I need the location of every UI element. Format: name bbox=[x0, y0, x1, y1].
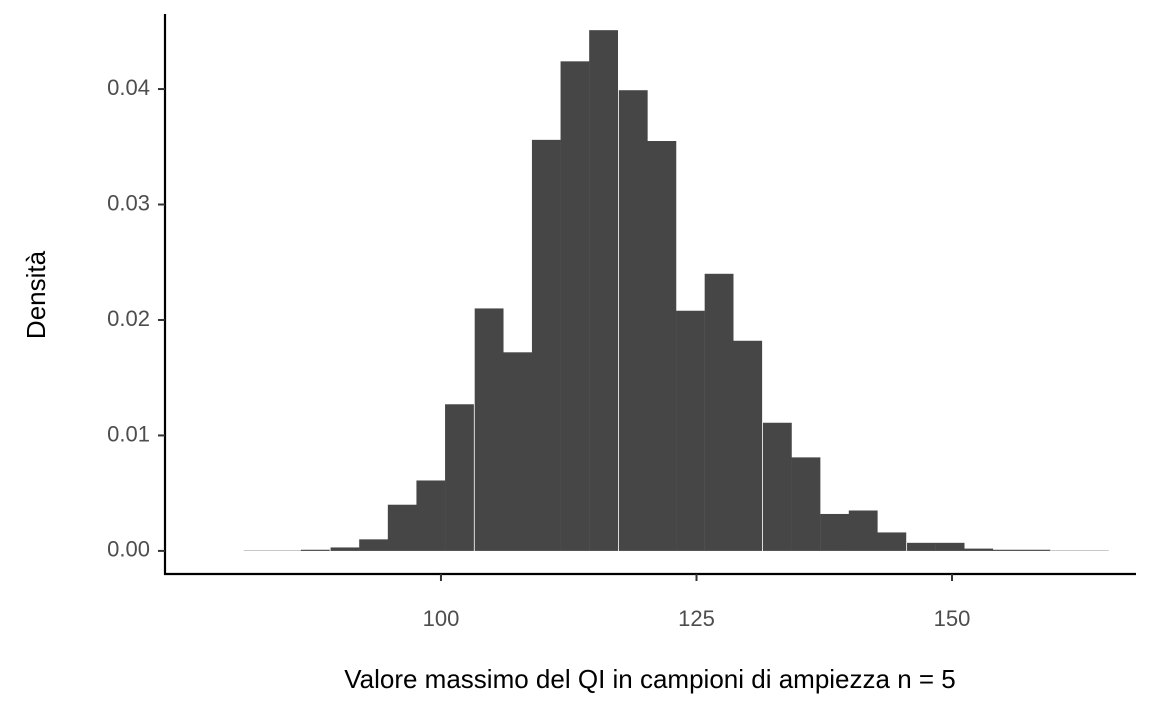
x-tick-label: 125 bbox=[678, 606, 715, 631]
histogram-bar bbox=[589, 30, 618, 551]
histogram-bar bbox=[330, 547, 360, 551]
histogram-bar bbox=[907, 542, 936, 551]
histogram-bar bbox=[733, 340, 763, 551]
y-tick-label: 0.02 bbox=[107, 306, 150, 331]
histogram-bar bbox=[503, 352, 533, 551]
histogram-bar bbox=[474, 308, 504, 551]
x-tick-label: 100 bbox=[423, 606, 460, 631]
x-axis-title: Valore massimo del QI in campioni di amp… bbox=[344, 664, 956, 694]
histogram-bar bbox=[300, 549, 330, 551]
y-axis: 0.00 0.01 0.02 0.03 0.04 bbox=[107, 14, 167, 575]
histogram-bar bbox=[647, 141, 677, 551]
y-tick-label: 0.00 bbox=[107, 537, 150, 562]
histogram-bar bbox=[1021, 549, 1051, 551]
histogram-bar bbox=[531, 139, 561, 551]
histogram-bar bbox=[416, 480, 446, 551]
histogram-bar bbox=[676, 310, 705, 551]
y-tick-label: 0.03 bbox=[107, 190, 150, 215]
y-tick-label: 0.01 bbox=[107, 421, 150, 446]
histogram-bar bbox=[762, 422, 792, 551]
histogram-bar bbox=[1079, 550, 1109, 551]
histogram-bar bbox=[1051, 550, 1080, 551]
histogram-bar bbox=[935, 542, 965, 551]
histogram-bar bbox=[791, 457, 821, 551]
y-axis-title: Densità bbox=[21, 250, 51, 339]
y-tick-label: 0.04 bbox=[107, 75, 150, 100]
histogram-bar bbox=[992, 549, 1022, 551]
histogram-bar bbox=[243, 550, 273, 551]
x-tick-label: 150 bbox=[934, 606, 971, 631]
histogram-bar bbox=[359, 539, 389, 551]
histogram-bars bbox=[243, 30, 1109, 551]
histogram-bar bbox=[820, 513, 849, 551]
histogram-bar bbox=[272, 550, 302, 551]
histogram-bar bbox=[560, 61, 590, 551]
histogram-bar bbox=[387, 504, 417, 551]
histogram-bar bbox=[445, 404, 474, 551]
histogram-bar bbox=[848, 510, 878, 551]
x-axis: 100 125 150 bbox=[164, 572, 1136, 631]
histogram-bar bbox=[964, 548, 994, 551]
histogram-bar bbox=[877, 532, 907, 551]
histogram-bar bbox=[704, 273, 734, 551]
histogram-bar bbox=[618, 90, 648, 551]
